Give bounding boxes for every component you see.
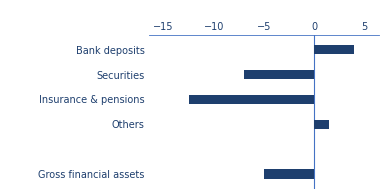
Bar bbox=[189, 95, 314, 104]
Bar bbox=[314, 120, 329, 129]
Bar bbox=[314, 45, 354, 54]
Bar bbox=[244, 70, 314, 79]
Bar bbox=[264, 169, 314, 179]
